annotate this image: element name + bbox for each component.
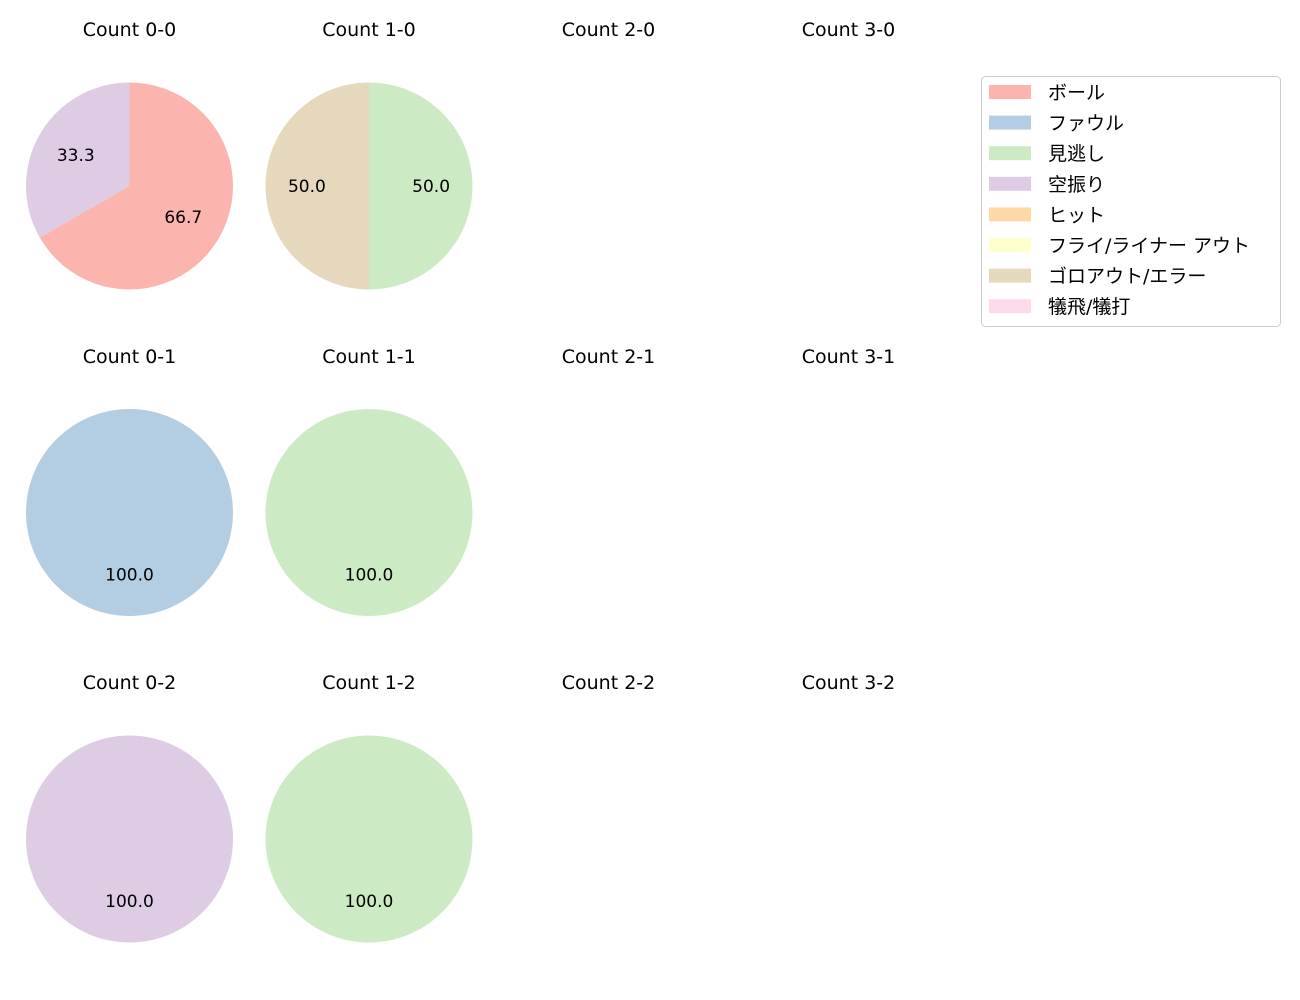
legend-label: ファウル: [1048, 113, 1124, 135]
pie-slice: [26, 409, 233, 616]
pie-slice-label: 100.0: [105, 892, 154, 912]
pie-slice: [265, 409, 473, 616]
pie-count-1-0: Count 1-0 50.0 50.0: [265, 19, 473, 290]
pie-slice: [25, 82, 130, 238]
legend-swatch: [989, 176, 1031, 191]
legend-item: 見逃し: [989, 143, 1105, 165]
legend-item: ボール: [989, 82, 1105, 104]
pie-count-0-1: Count 0-1 100.0: [26, 346, 233, 616]
legend-item: 空振り: [989, 174, 1105, 196]
legend-label: 空振り: [1048, 174, 1105, 196]
legend-swatch: [989, 238, 1031, 252]
pie-slice-label: 100.0: [105, 566, 154, 586]
pie-title: Count 2-1: [562, 346, 656, 368]
legend-label: ボール: [1048, 82, 1105, 104]
pie-count-2-2: Count 2-2: [562, 672, 656, 694]
pie-slice: [39, 82, 234, 290]
pie-slice-label: 100.0: [345, 566, 394, 586]
legend-label: ヒット: [1048, 204, 1105, 226]
legend-item: ヒット: [989, 204, 1105, 226]
pie-title: Count 1-2: [322, 672, 416, 694]
pie-count-3-2: Count 3-2: [802, 672, 896, 694]
pie-slice-label: 50.0: [412, 177, 450, 197]
pie-count-0-0: Count 0-0 66.7 33.3: [25, 19, 234, 290]
legend-label: ゴロアウト/エラー: [1048, 266, 1206, 288]
legend-item: 犠飛/犠打: [989, 296, 1130, 318]
pie-title: Count 3-1: [802, 346, 896, 368]
pie-title: Count 0-2: [83, 672, 177, 694]
legend-swatch: [989, 299, 1031, 314]
pie-title: Count 0-1: [83, 346, 177, 368]
pie-count-0-2: Count 0-2 100.0: [26, 672, 233, 943]
pie-count-3-1: Count 3-1: [802, 346, 896, 368]
pie-count-1-2: Count 1-2 100.0: [265, 672, 473, 943]
pie-title: Count 3-0: [802, 19, 896, 41]
legend-item: フライ/ライナー アウト: [989, 235, 1250, 257]
legend-frame: [981, 76, 1281, 327]
pie-count-3-0: Count 3-0: [802, 19, 896, 41]
pie-count-1-1: Count 1-1 100.0: [265, 346, 473, 616]
pie-slice: [265, 82, 369, 290]
pie-slice-label: 66.7: [164, 208, 202, 228]
pie-slice: [369, 82, 473, 290]
pie-slice-label: 100.0: [345, 892, 394, 912]
legend-label: フライ/ライナー アウト: [1048, 235, 1250, 257]
pie-slice-label: 50.0: [288, 177, 326, 197]
pie-count-2-1: Count 2-1: [562, 346, 656, 368]
legend-swatch: [989, 85, 1031, 99]
pie-title: Count 2-2: [562, 672, 656, 694]
legend-swatch: [989, 115, 1031, 130]
pie-title: Count 1-1: [322, 346, 416, 368]
pie-title: Count 1-0: [322, 19, 416, 41]
pie-slice-label: 33.3: [57, 146, 95, 166]
legend-label: 犠飛/犠打: [1048, 296, 1130, 318]
legend-item: ファウル: [989, 113, 1124, 135]
legend-swatch: [989, 268, 1031, 283]
legend-swatch: [989, 146, 1031, 161]
legend-item: ゴロアウト/エラー: [989, 266, 1206, 288]
legend-swatch: [989, 207, 1031, 222]
pie-slice: [26, 735, 233, 943]
pie-title: Count 3-2: [802, 672, 896, 694]
pie-title: Count 0-0: [83, 19, 177, 41]
pie-count-2-0: Count 2-0: [562, 19, 656, 41]
pie-title: Count 2-0: [562, 19, 656, 41]
pie-slice: [265, 735, 473, 943]
legend-label: 見逃し: [1048, 143, 1105, 165]
